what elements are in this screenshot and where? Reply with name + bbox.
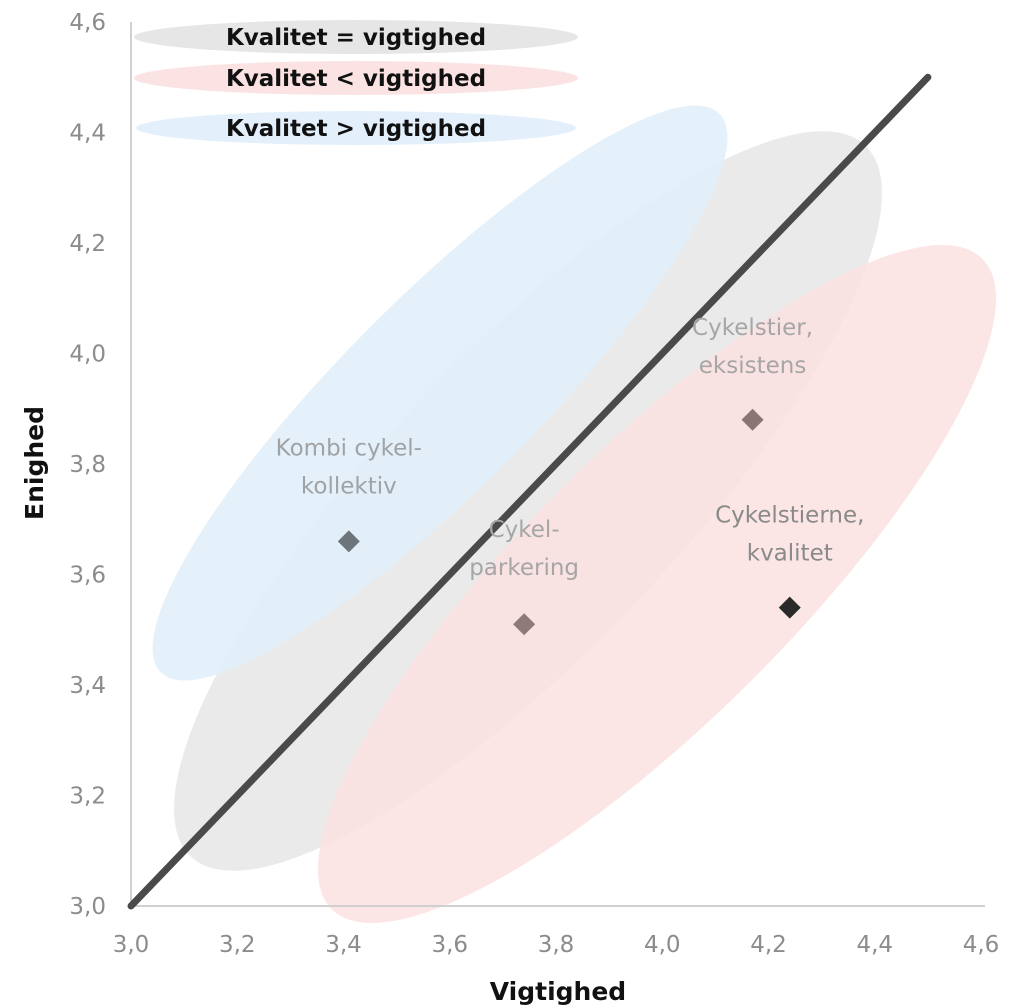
x-tick-label: 3,8 (538, 932, 575, 958)
point-marker (778, 596, 801, 619)
legend-swatch (134, 61, 578, 95)
y-tick-label: 3,8 (69, 452, 106, 478)
x-tick-label: 3,2 (219, 932, 256, 958)
point-label: Kombi cykel- (276, 435, 422, 461)
legend-item: Kvalitet = vigtighed (134, 20, 578, 54)
regions-layer (152, 105, 996, 923)
data-point: Cykelstierne, kvalitet (715, 503, 864, 619)
data-point: Kombi cykel-kollektiv (276, 435, 422, 553)
region-higher-ellipse (152, 105, 728, 681)
x-axis-title: Vigtighed (490, 977, 626, 1006)
point-label: eksistens (699, 353, 807, 379)
y-axis-title: Enighed (20, 406, 49, 520)
x-tick-label: 3,4 (325, 932, 362, 958)
x-tick-labels: 3,0 3,2 3,4 3,6 3,8 4,0 4,2 4,4 4,6 (113, 932, 1000, 958)
y-tick-label: 3,6 (69, 563, 106, 589)
point-label: parkering (469, 555, 579, 581)
point-marker (337, 530, 360, 553)
legend-swatch (136, 111, 576, 145)
y-tick-label: 4,6 (69, 10, 106, 36)
reference-line (127, 73, 932, 910)
x-tick-label: 4,2 (750, 932, 787, 958)
legend: Kvalitet = vigtighed Kvalitet < vigtighed… (134, 20, 578, 145)
y-tick-label: 4,0 (69, 342, 106, 368)
legend-item: Kvalitet > vigtighed (136, 111, 576, 145)
x-tick-label: 3,0 (113, 932, 150, 958)
data-point: Cykelstier, eksistens (692, 315, 813, 431)
legend-label: Kvalitet > vigtighed (226, 116, 486, 142)
point-label: Cykelstierne, (715, 503, 864, 529)
y-tick-labels: 3,0 3,2 3,4 3,6 3,8 4,0 4,2 4,4 4,6 (69, 10, 106, 920)
legend-swatch (134, 20, 578, 54)
y-tick-label: 4,4 (69, 121, 106, 147)
point-label: kollektiv (301, 473, 397, 499)
data-point: Cykel-parkering (469, 517, 579, 636)
region-equal-ellipse (174, 131, 882, 871)
point-label: Cykelstier, (692, 315, 813, 341)
y-tick-label: 3,4 (69, 673, 106, 699)
x-tick-label: 4,4 (856, 932, 893, 958)
region-lower-ellipse (318, 245, 996, 923)
x-tick-label: 4,0 (644, 932, 681, 958)
point-marker (741, 408, 764, 431)
point-label: Cykel- (489, 517, 560, 543)
legend-item: Kvalitet < vigtighed (134, 61, 578, 95)
y-tick-label: 4,2 (69, 231, 106, 257)
y-tick-label: 3,2 (69, 784, 106, 810)
y-tick-label: 3,0 (69, 894, 106, 920)
legend-label: Kvalitet < vigtighed (226, 66, 486, 92)
point-label: kvalitet (747, 541, 833, 567)
point-marker (513, 613, 536, 636)
data-points: Kombi cykel-kollektivCykel-parkeringCyke… (276, 315, 864, 636)
x-tick-label: 3,6 (431, 932, 468, 958)
legend-label: Kvalitet = vigtighed (226, 25, 486, 51)
x-tick-label: 4,6 (963, 932, 1000, 958)
